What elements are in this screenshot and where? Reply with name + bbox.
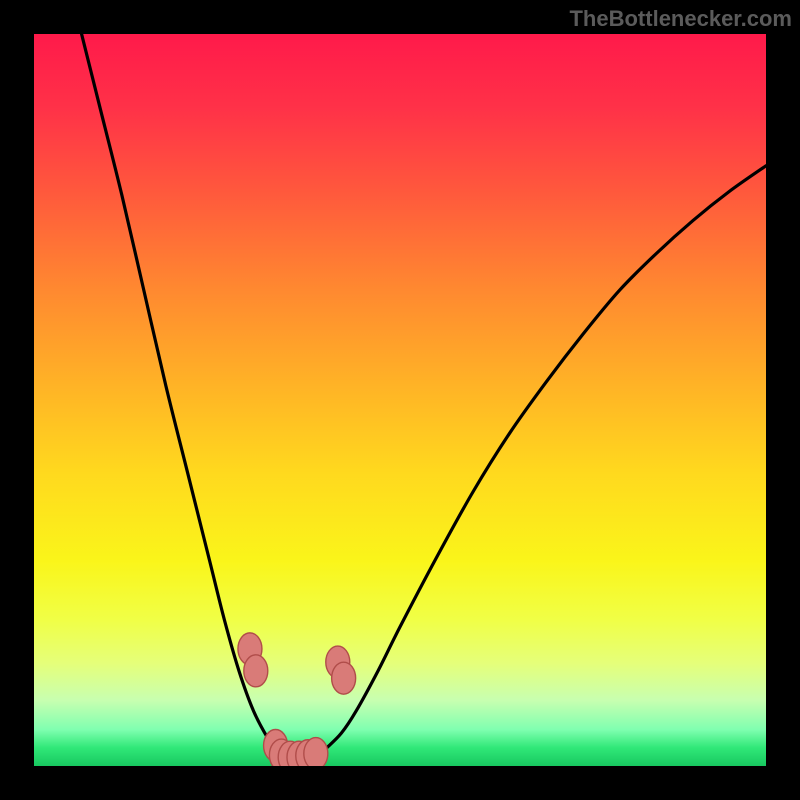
bottleneck-curve	[78, 34, 766, 758]
canvas-frame: TheBottlenecker.com	[0, 0, 800, 800]
watermark-text: TheBottlenecker.com	[569, 6, 792, 32]
plot-area	[34, 34, 766, 766]
marker-point	[244, 655, 268, 687]
curve-layer	[34, 34, 766, 766]
marker-point	[332, 662, 356, 694]
marker-point	[304, 738, 328, 766]
marker-group	[238, 633, 356, 766]
